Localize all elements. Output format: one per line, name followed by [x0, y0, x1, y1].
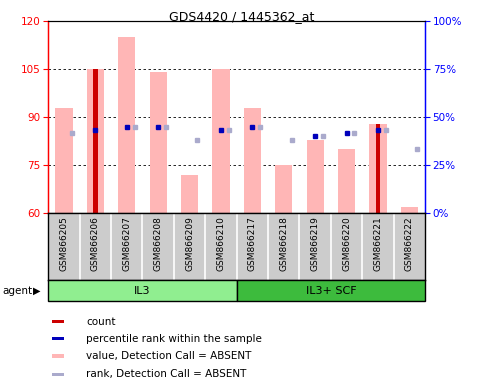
- Bar: [307, 139, 324, 213]
- Text: GSM866205: GSM866205: [59, 217, 69, 271]
- Text: GDS4420 / 1445362_at: GDS4420 / 1445362_at: [169, 10, 314, 23]
- Bar: [56, 108, 72, 213]
- Text: ▶: ▶: [33, 286, 41, 296]
- Text: GSM866210: GSM866210: [216, 217, 226, 271]
- Text: GSM866206: GSM866206: [91, 217, 100, 271]
- Text: GSM866208: GSM866208: [154, 217, 163, 271]
- Text: GSM866217: GSM866217: [248, 217, 257, 271]
- Text: IL3+ SCF: IL3+ SCF: [306, 286, 356, 296]
- Bar: [275, 165, 292, 213]
- Text: GSM866221: GSM866221: [373, 217, 383, 271]
- Bar: [181, 175, 198, 213]
- Text: value, Detection Call = ABSENT: value, Detection Call = ABSENT: [86, 351, 251, 361]
- Text: agent: agent: [2, 286, 32, 296]
- Bar: [87, 69, 104, 213]
- Bar: [213, 69, 229, 213]
- Bar: [48, 280, 237, 301]
- Bar: [244, 108, 261, 213]
- Bar: [150, 72, 167, 213]
- Text: rank, Detection Call = ABSENT: rank, Detection Call = ABSENT: [86, 369, 246, 379]
- Text: GSM866222: GSM866222: [405, 217, 414, 271]
- Text: GSM866209: GSM866209: [185, 217, 194, 271]
- Text: count: count: [86, 317, 115, 327]
- Bar: [237, 280, 425, 301]
- Bar: [52, 320, 64, 323]
- Text: IL3: IL3: [134, 286, 151, 296]
- Bar: [401, 207, 418, 213]
- Bar: [376, 124, 380, 213]
- Text: GSM866207: GSM866207: [122, 217, 131, 271]
- Bar: [118, 37, 135, 213]
- Text: GSM866219: GSM866219: [311, 217, 320, 271]
- Bar: [93, 69, 98, 213]
- Text: percentile rank within the sample: percentile rank within the sample: [86, 334, 262, 344]
- Bar: [52, 373, 64, 376]
- Text: GSM866220: GSM866220: [342, 217, 351, 271]
- Bar: [52, 354, 64, 358]
- Bar: [338, 149, 355, 213]
- Bar: [369, 124, 386, 213]
- Text: GSM866218: GSM866218: [279, 217, 288, 271]
- Bar: [52, 337, 64, 340]
